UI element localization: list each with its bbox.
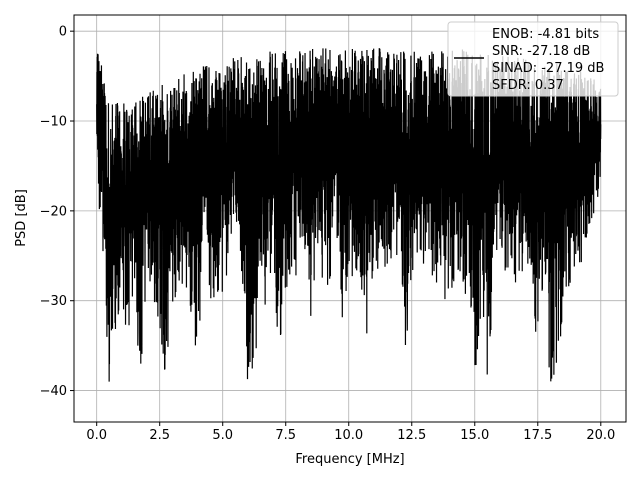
y-tick-label: −10	[40, 115, 67, 130]
x-tick-label: 17.5	[523, 428, 552, 443]
x-tick-label: 15.0	[460, 428, 489, 443]
legend-sinad: SINAD: -27.19 dB	[492, 61, 604, 76]
x-tick-label: 2.5	[149, 428, 170, 443]
y-tick-label: −40	[40, 384, 67, 399]
plot-frame	[73, 14, 627, 423]
y-axis-label: PSD [dB]	[14, 189, 29, 247]
legend-snr: SNR: -27.18 dB	[492, 44, 590, 59]
x-tick-label: 0.0	[86, 428, 107, 443]
x-tick-label: 7.5	[275, 428, 296, 443]
y-tick-label: −20	[40, 204, 67, 219]
x-tick-label: 5.0	[212, 428, 233, 443]
psd-series-line	[96, 48, 602, 382]
legend-sfdr: SFDR: 0.37	[492, 78, 564, 93]
x-tick-label: 20.0	[586, 428, 615, 443]
legend-box	[447, 21, 619, 97]
x-tick-label: 10.0	[334, 428, 363, 443]
plot-area	[96, 48, 602, 382]
y-tick-label: 0	[59, 25, 67, 40]
legend-enob: ENOB: -4.81 bits	[492, 27, 599, 42]
x-tick-label: 12.5	[397, 428, 426, 443]
y-tick-label: −30	[40, 294, 67, 309]
legend: ENOB: -4.81 bits SNR: -27.18 dB SINAD: -…	[447, 21, 619, 97]
x-axis-ticks: 0.0 2.5 5.0 7.5 10.0 12.5 15.0 17.5 20.0	[86, 422, 615, 443]
y-axis-ticks: 0 −10 −20 −30 −40	[40, 25, 74, 399]
x-axis-label: Frequency [MHz]	[295, 452, 404, 467]
